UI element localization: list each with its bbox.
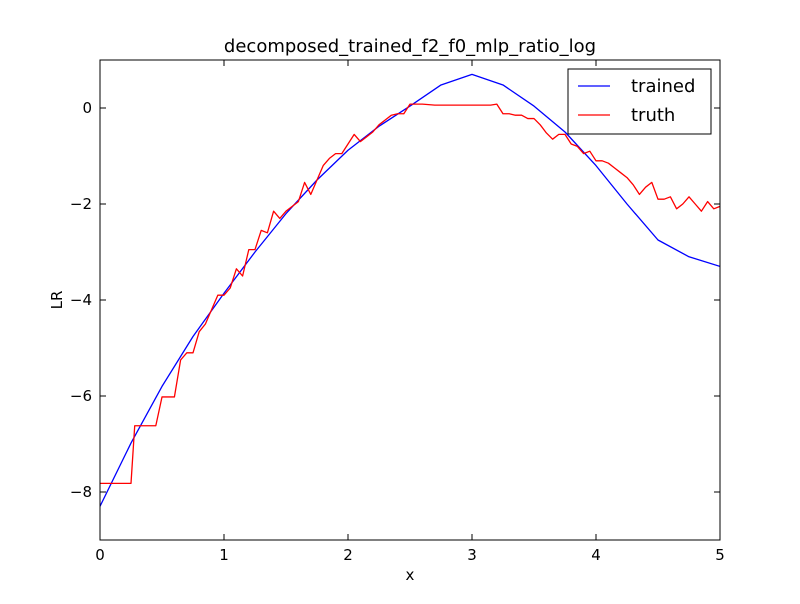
x-tick-label: 3: [467, 546, 477, 564]
x-tick-label: 2: [343, 546, 353, 564]
legend-box: [567, 68, 712, 135]
x-axis-label: x: [406, 566, 415, 584]
y-tick-label: 0: [82, 99, 92, 117]
legend-label-truth: truth: [631, 105, 675, 126]
x-tick-label: 4: [591, 546, 601, 564]
y-tick-label: −6: [70, 387, 92, 405]
series-line-truth: [100, 103, 720, 485]
x-tick-label: 0: [95, 546, 105, 564]
legend: trained truth: [567, 68, 712, 135]
y-axis-label: LR: [48, 291, 66, 310]
legend-label-trained: trained: [631, 76, 695, 97]
y-tick-label: −2: [70, 195, 92, 213]
y-tick-label: −8: [70, 483, 92, 501]
chart-title: decomposed_trained_f2_f0_mlp_ratio_log: [224, 36, 596, 57]
x-tick-label: 5: [715, 546, 725, 564]
y-tick-label: −4: [70, 291, 92, 309]
x-tick-label: 1: [219, 546, 229, 564]
plot-area: 0 1 2 3 4 5 −8 −6 −4 −2 0: [70, 59, 725, 564]
series-line-trained: [100, 73, 720, 507]
